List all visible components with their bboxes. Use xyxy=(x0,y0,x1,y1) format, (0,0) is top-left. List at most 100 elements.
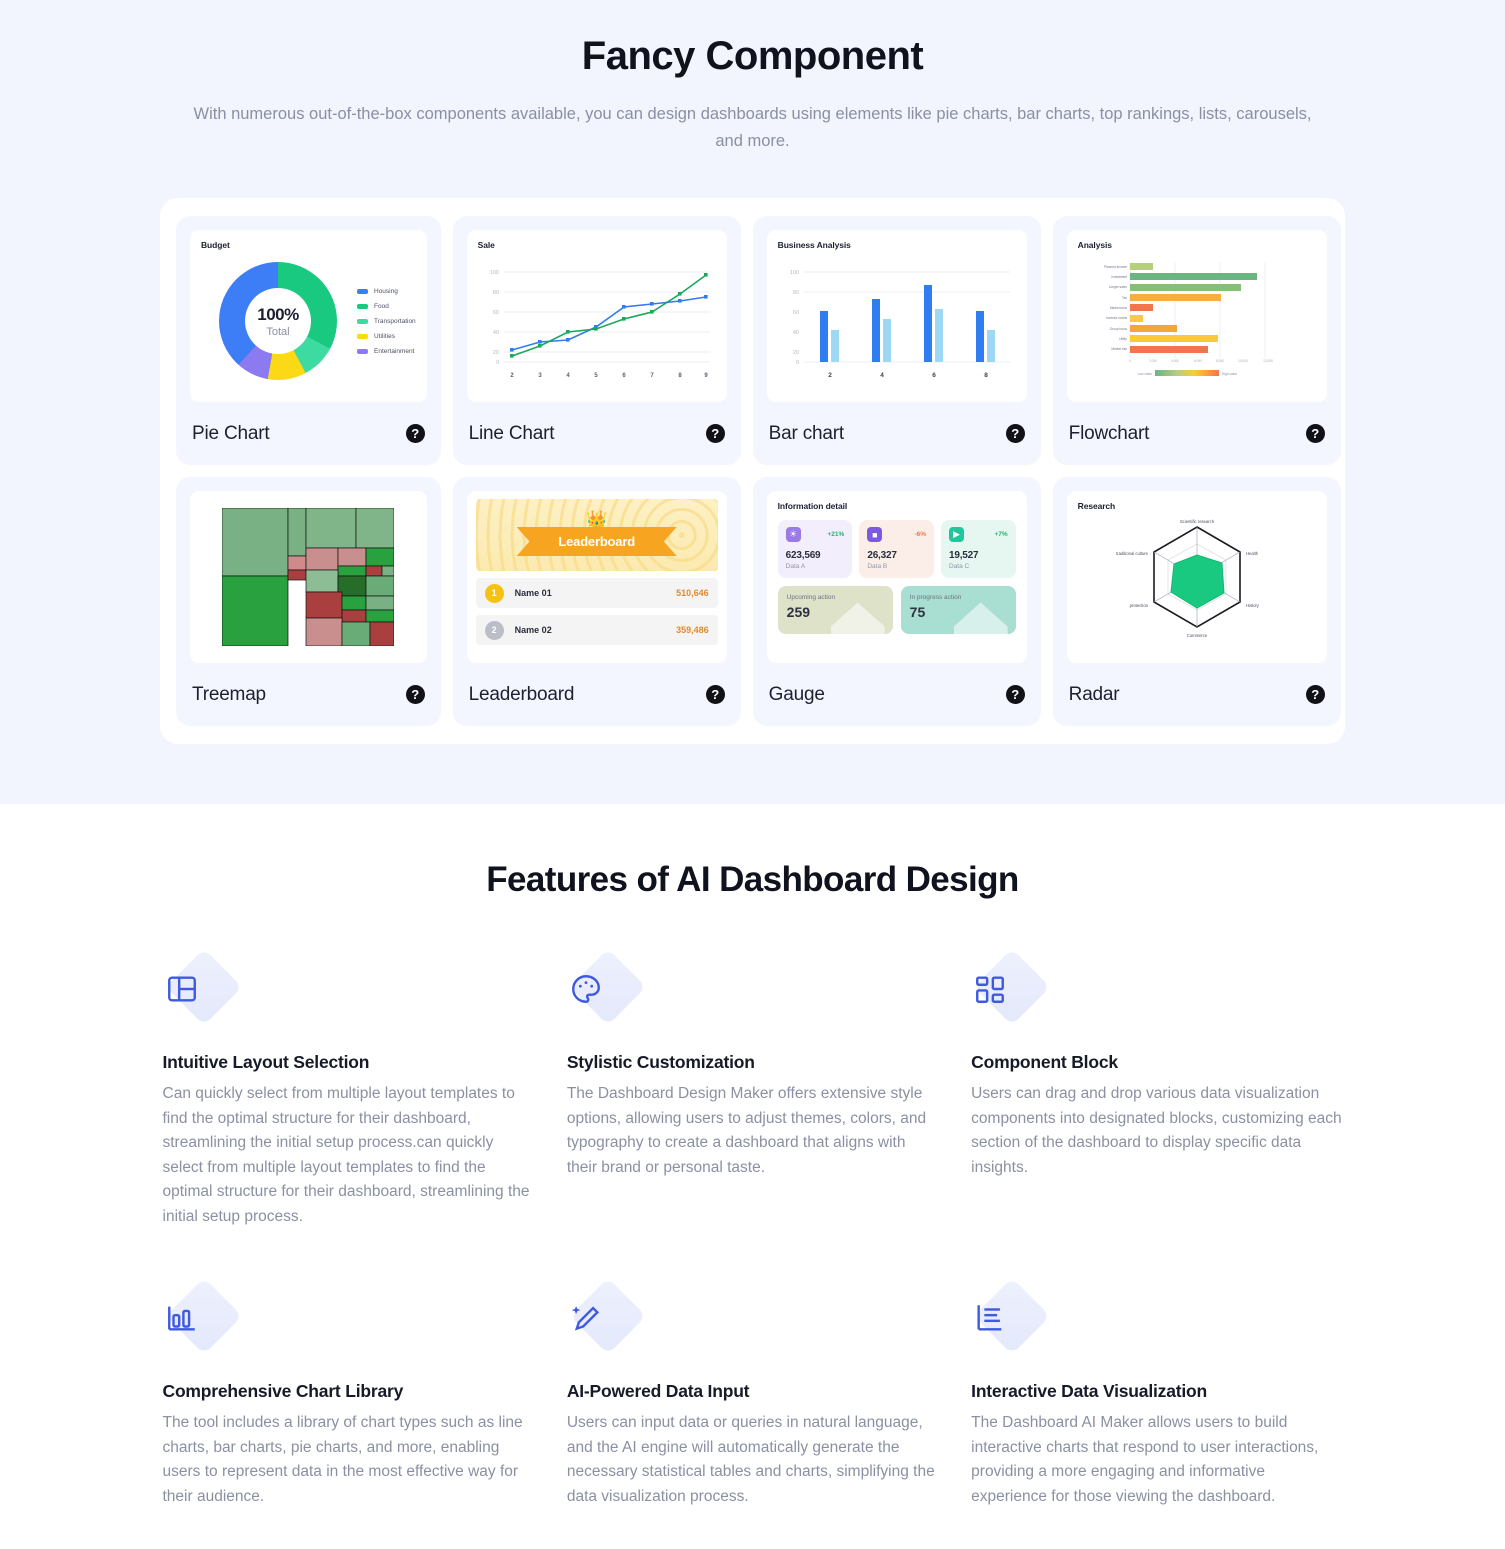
action-value: 259 xyxy=(786,604,811,621)
feature-item-intuitive-layout-selection: Intuitive Layout Selection Can quickly s… xyxy=(162,949,534,1229)
preview-title: Sale xyxy=(477,240,495,251)
feature-title: Comprehensive Chart Library xyxy=(162,1381,404,1402)
help-icon[interactable]: ? xyxy=(1005,685,1025,705)
legend-label: Housing xyxy=(374,287,398,295)
features-section: Features of AI Dashboard Design Intuitiv… xyxy=(0,804,1505,1549)
action-caption: Upcoming action xyxy=(786,594,836,602)
svg-text:0: 0 xyxy=(1129,359,1131,363)
feature-description: The Dashboard Design Maker offers extens… xyxy=(566,1085,927,1176)
feature-description: Can quickly select from multiple layout … xyxy=(162,1085,530,1225)
stat-value: 623,569 xyxy=(785,550,821,562)
component-card-line-chart[interactable]: Sale 100 80 60 40 20 0 2 3 4 xyxy=(452,216,741,466)
svg-text:6,000: 6,000 xyxy=(1194,359,1202,363)
svg-text:2,000: 2,000 xyxy=(1149,359,1157,363)
svg-text:6: 6 xyxy=(932,372,936,379)
radar-preview: Research xyxy=(1066,491,1327,664)
svg-text:Longer sales: Longer sales xyxy=(1108,285,1127,289)
svg-text:4,000: 4,000 xyxy=(1171,359,1179,363)
legend-label: Food xyxy=(374,302,389,310)
svg-text:Commerce: Commerce xyxy=(1186,633,1207,638)
stat-value: 26,327 xyxy=(867,550,897,562)
legend-swatch xyxy=(357,303,368,309)
svg-text:40: 40 xyxy=(793,330,799,336)
leaderboard-name: Name 01 xyxy=(514,588,552,599)
features-title: Features of AI Dashboard Design xyxy=(486,860,1019,900)
component-name: Treemap xyxy=(192,683,266,705)
component-card-radar[interactable]: Research xyxy=(1052,477,1341,727)
help-icon[interactable]: ? xyxy=(1305,685,1325,705)
feature-title: Component Block xyxy=(971,1052,1118,1073)
pie-legend: Housing Food Transportation Utilities En… xyxy=(357,288,416,355)
feature-item-ai-powered-data-input: AI-Powered Data Input Users can input da… xyxy=(567,1278,938,1509)
svg-text:Low value: Low value xyxy=(1137,372,1152,376)
svg-text:Media focus: Media focus xyxy=(1109,306,1127,310)
svg-text:20: 20 xyxy=(493,350,499,356)
leaderboard-name: Name 02 xyxy=(514,625,552,636)
svg-text:6: 6 xyxy=(622,373,626,379)
svg-text:Investment: Investment xyxy=(1111,275,1127,279)
flowchart-preview: Analysis Planned income Investment Longer… xyxy=(1066,230,1327,403)
bar-chart: 100 80 60 40 20 0 xyxy=(778,254,1016,386)
leaderboard-row[interactable]: 1 Name 01 510,646 xyxy=(475,578,718,609)
legend-label: Utilities xyxy=(374,332,395,340)
treemap-chart xyxy=(222,508,395,647)
svg-text:protection: protection xyxy=(1129,603,1148,608)
feature-item-interactive-data-visualization: Interactive Data Visualization The Dashb… xyxy=(971,1278,1342,1509)
leaderboard-score: 359,486 xyxy=(676,625,709,636)
radar-chart: Scientific research Health History Comme… xyxy=(1078,515,1316,647)
feature-title: Intuitive Layout Selection xyxy=(162,1052,370,1073)
svg-text:0: 0 xyxy=(496,360,499,366)
horizontal-bar-chart: Planned income Investment Longer sales Tax… xyxy=(1078,254,1316,386)
stat-caption: Data A xyxy=(785,563,806,571)
action-tile: Upcoming action 259 xyxy=(777,586,893,635)
svg-text:5: 5 xyxy=(594,373,598,379)
donut-center-label: Total xyxy=(266,325,290,338)
crown-icon: 👑 xyxy=(586,510,608,530)
leaderboard-row[interactable]: 2 Name 02 359,486 xyxy=(475,615,718,646)
stat-tile: ▶ +7% 19,527 Data C xyxy=(941,520,1016,579)
svg-text:12,000: 12,000 xyxy=(1263,359,1273,363)
component-card-pie-chart[interactable]: Budget 100% Total Housing Food Transport… xyxy=(176,216,441,466)
component-name: Pie Chart xyxy=(192,422,270,444)
svg-text:Health: Health xyxy=(1246,551,1259,556)
svg-text:0: 0 xyxy=(796,360,799,366)
help-icon[interactable]: ? xyxy=(405,685,425,705)
feature-title: Stylistic Customization xyxy=(566,1052,755,1073)
component-name: Bar chart xyxy=(768,422,844,444)
component-card-gauge[interactable]: Information detail ☀ +21% 623,569 Data A… xyxy=(752,477,1041,727)
svg-text:3: 3 xyxy=(538,373,542,379)
help-icon[interactable]: ? xyxy=(405,424,425,444)
stat-tile: ■ -6% 26,327 Data B xyxy=(859,520,934,579)
delta-badge: +21% xyxy=(827,531,845,539)
legend-item: Utilities xyxy=(357,333,416,340)
globe-icon: ☀ xyxy=(785,527,801,543)
donut-chart: 100% Total xyxy=(219,262,337,381)
stat-tile: ☀ +21% 623,569 Data A xyxy=(777,520,853,579)
delta-badge: +7% xyxy=(994,531,1008,539)
stat-caption: Data C xyxy=(949,563,970,571)
feature-description: The tool includes a library of chart typ… xyxy=(162,1414,523,1505)
svg-text:Tax: Tax xyxy=(1122,296,1127,300)
help-icon[interactable]: ? xyxy=(705,685,725,705)
preview-title: Budget xyxy=(201,240,230,251)
bar-chart-icon: ■ xyxy=(867,527,883,543)
feature-item-component-block: Component Block Users can drag and drop … xyxy=(971,949,1342,1229)
rank-medal-icon: 1 xyxy=(484,583,504,603)
help-icon[interactable]: ? xyxy=(705,424,725,444)
document-chart-icon xyxy=(973,1301,1007,1340)
legend-item: Housing xyxy=(357,288,416,295)
component-card-flowchart[interactable]: Analysis Planned income Investment Longer… xyxy=(1052,216,1341,466)
help-icon[interactable]: ? xyxy=(1005,424,1025,444)
line-chart: 100 80 60 40 20 0 2 3 4 5 6 7 8 9 xyxy=(478,254,716,386)
legend-swatch xyxy=(357,333,368,339)
line-chart-preview: Sale 100 80 60 40 20 0 2 3 4 xyxy=(466,230,727,403)
help-icon[interactable]: ? xyxy=(1305,424,1325,444)
component-card-bar-chart[interactable]: Business Analysis 100 80 60 40 20 0 xyxy=(752,216,1041,466)
svg-text:40: 40 xyxy=(493,330,499,336)
donut-center-value: 100% xyxy=(257,304,299,324)
component-card-leaderboard[interactable]: 👑 Leaderboard 1 Name 01 510,646 2 Name 0… xyxy=(452,477,741,727)
action-value: 75 xyxy=(909,604,926,621)
component-card-treemap[interactable]: Treemap ? xyxy=(176,477,441,727)
component-name: Radar xyxy=(1068,683,1120,705)
svg-text:7: 7 xyxy=(650,373,654,379)
